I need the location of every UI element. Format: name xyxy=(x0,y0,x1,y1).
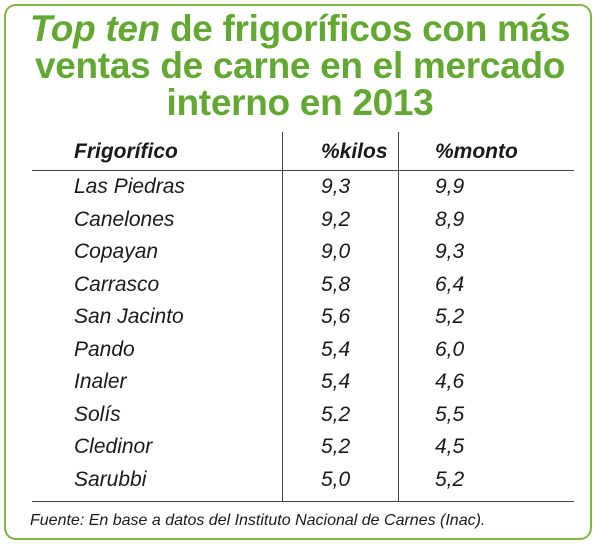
cell-frigorifico: Las Piedras xyxy=(74,175,185,198)
cell-frigorifico: Sarubbi xyxy=(74,467,147,491)
cell-monto: 4,6 xyxy=(435,370,465,393)
title-rest: de frigoríficos con más xyxy=(159,8,571,49)
cell-kilos: 9,3 xyxy=(321,175,351,198)
column-divider-1 xyxy=(282,132,283,502)
table-row: Solís 5,2 5,5 xyxy=(32,399,574,432)
table-row: Sarubbi 5,0 5,2 xyxy=(32,464,574,497)
cell-kilos: 5,8 xyxy=(321,272,351,296)
cell-monto: 5,2 xyxy=(435,305,465,328)
table-bottom-rule xyxy=(32,501,574,502)
data-table: Frigorífico %kilos %monto Las Piedras 9,3… xyxy=(32,132,574,496)
cell-kilos: 5,6 xyxy=(321,305,351,328)
title-line-1: Top ten de frigoríficos con más xyxy=(0,10,600,47)
title-italic: Top ten xyxy=(29,8,160,49)
cell-monto: 5,2 xyxy=(435,467,465,491)
cell-kilos: 5,2 xyxy=(321,435,351,458)
cell-kilos: 5,4 xyxy=(321,337,351,361)
cell-frigorifico: Pando xyxy=(74,337,135,361)
cell-monto: 4,5 xyxy=(435,435,465,458)
cell-kilos: 5,2 xyxy=(321,402,351,426)
cell-kilos: 5,0 xyxy=(321,467,351,491)
column-divider-2 xyxy=(398,132,399,502)
header-frigorifico: Frigorífico xyxy=(74,140,178,163)
cell-monto: 8,9 xyxy=(435,207,465,231)
table-row: Canelones 9,2 8,9 xyxy=(32,204,574,237)
header-kilos: %kilos xyxy=(321,140,388,163)
cell-monto: 5,5 xyxy=(435,402,465,426)
title-line-2: ventas de carne en el mercado xyxy=(34,45,566,86)
table-row: Carrasco 5,8 6,4 xyxy=(32,269,574,302)
cell-monto: 9,3 xyxy=(435,240,465,263)
cell-monto: 9,9 xyxy=(435,175,465,198)
table-row: Inaler 5,4 4,6 xyxy=(32,366,574,399)
cell-kilos: 9,2 xyxy=(321,207,351,231)
cell-frigorifico: Inaler xyxy=(74,370,127,393)
table-row: Pando 5,4 6,0 xyxy=(32,334,574,367)
cell-kilos: 5,4 xyxy=(321,370,351,393)
cell-frigorifico: Cledinor xyxy=(74,435,153,458)
table-header: Frigorífico %kilos %monto xyxy=(32,132,574,171)
cell-kilos: 9,0 xyxy=(321,240,351,263)
header-monto: %monto xyxy=(435,140,518,163)
chart-title: Top ten de frigoríficos con más ventas d… xyxy=(0,10,600,121)
table-row: Copayan 9,0 9,3 xyxy=(32,236,574,269)
source-note: Fuente: En base a datos del Instituto Na… xyxy=(30,512,486,529)
table-body: Las Piedras 9,3 9,9 Canelones 9,2 8,9 Copayan 9… xyxy=(32,171,574,496)
table-row: San Jacinto 5,6 5,2 xyxy=(32,301,574,334)
cell-frigorifico: Copayan xyxy=(74,240,159,263)
cell-frigorifico: Carrasco xyxy=(74,272,160,296)
title-line-3: interno en 2013 xyxy=(166,82,434,123)
cell-monto: 6,0 xyxy=(435,337,465,361)
cell-monto: 6,4 xyxy=(435,272,465,296)
cell-frigorifico: Solís xyxy=(74,402,121,426)
table-row: Las Piedras 9,3 9,9 xyxy=(32,171,574,204)
cell-frigorifico: San Jacinto xyxy=(74,305,184,328)
cell-frigorifico: Canelones xyxy=(74,207,175,231)
table-frame xyxy=(4,4,592,540)
table-row: Cledinor 5,2 4,5 xyxy=(32,431,574,464)
